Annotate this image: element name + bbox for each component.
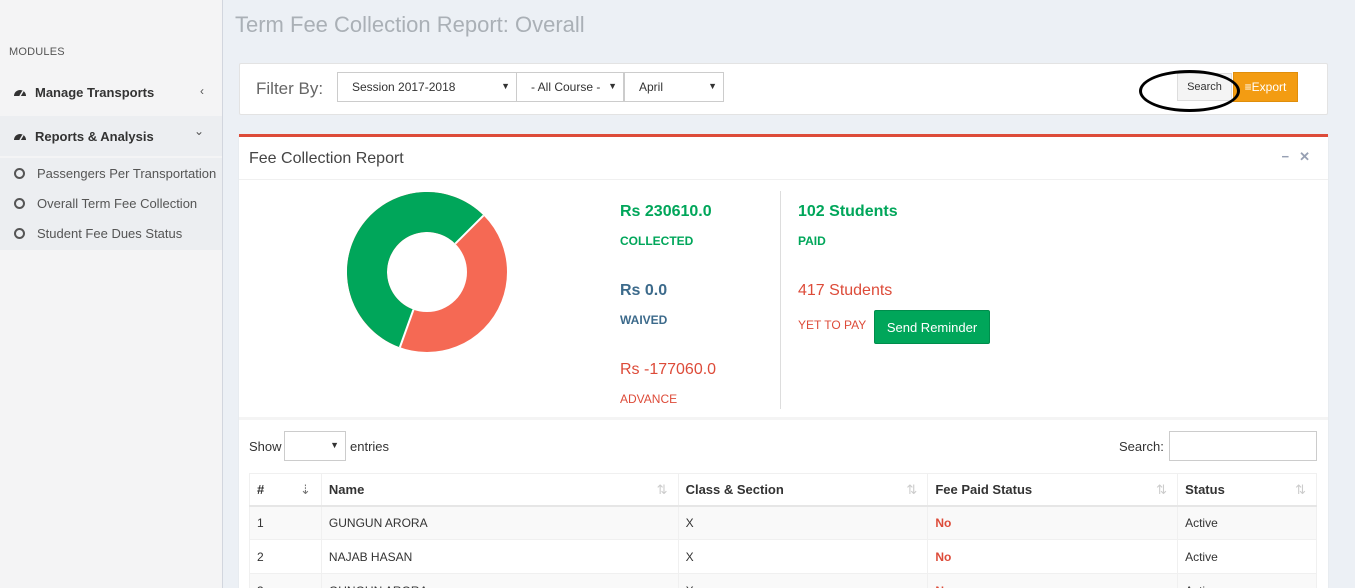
class-section: X: [677, 505, 929, 540]
send-reminder-button[interactable]: Send Reminder: [874, 310, 990, 344]
filter-box: Filter By: Session 2017-2018 ▼ - All Cou…: [239, 63, 1328, 115]
donut-separator: [454, 214, 485, 245]
divider: [239, 179, 1328, 180]
fee-collection-report: Fee Collection Report − ✕ Rs 230610.0 CO…: [239, 134, 1328, 588]
report-title: Fee Collection Report: [249, 150, 404, 167]
fee-paid-status: No: [927, 505, 1179, 540]
unpaid-students-value: 417 Students: [798, 282, 893, 299]
reports-submenu: Passengers Per Transportation Overall Te…: [0, 158, 222, 250]
vertical-divider: [780, 191, 781, 409]
caret-down-icon: ▼: [708, 81, 717, 91]
close-icon[interactable]: ✕: [1299, 149, 1310, 164]
sort-icon: ⇅: [656, 482, 668, 497]
fee-paid-status: No: [927, 539, 1179, 574]
circle-icon: [14, 197, 25, 209]
divider: [239, 417, 1328, 420]
sort-icon: ⇅: [906, 482, 918, 497]
minimize-icon[interactable]: −: [1281, 149, 1290, 164]
paid-students-value: 102 Students: [798, 203, 898, 220]
sort-icon: ⇅: [1156, 482, 1168, 497]
course-select[interactable]: - All Course - ▼: [516, 72, 624, 102]
submenu-item-passengers[interactable]: Passengers Per Transportation: [0, 158, 222, 188]
caret-down-icon: ▼: [608, 81, 617, 91]
advance-label: ADVANCE: [620, 392, 678, 406]
submenu-item-label: Overall Term Fee Collection: [37, 195, 198, 211]
students-table: # ⇣ Name ⇅ Class & Section ⇅ Fee Paid St…: [249, 473, 1317, 588]
circle-icon: [14, 167, 25, 179]
export-button[interactable]: ≡ Export: [1233, 72, 1298, 102]
waived-value: Rs 0.0: [620, 282, 668, 299]
table-row: 3 GUNGUN ARORA X No Active: [249, 573, 1317, 588]
show-label: Show: [249, 439, 282, 454]
course-select-value: - All Course -: [531, 80, 601, 94]
class-section: X: [677, 539, 929, 574]
submenu-item-label: Student Fee Dues Status: [37, 225, 183, 241]
search-label: Search:: [1119, 439, 1164, 454]
table-header-row: # ⇣ Name ⇅ Class & Section ⇅ Fee Paid St…: [249, 473, 1317, 507]
circle-icon: [14, 227, 25, 239]
collected-label: COLLECTED: [620, 234, 694, 248]
search-button[interactable]: Search: [1177, 73, 1232, 101]
dashboard-icon: [12, 86, 28, 98]
sidebar: MODULES Manage Transports ‹ Reports & An…: [0, 0, 223, 588]
sidebar-item-manage-transports[interactable]: Manage Transports ‹: [0, 72, 222, 112]
month-select-value: April: [639, 80, 664, 94]
box-tools: − ✕: [1282, 149, 1311, 165]
row-number: 1: [249, 505, 322, 540]
collected-value: Rs 230610.0: [620, 203, 712, 220]
sidebar-item-reports-analysis[interactable]: Reports & Analysis ⌄: [0, 116, 222, 156]
student-status: Active: [1177, 505, 1317, 540]
session-select-value: Session 2017-2018: [352, 80, 456, 94]
submenu-item-label: Passengers Per Transportation: [37, 165, 217, 181]
class-section: X: [677, 573, 929, 588]
column-header-number[interactable]: # ⇣: [249, 473, 322, 507]
sidebar-item-label: Manage Transports: [35, 84, 155, 100]
filter-label: Filter By:: [256, 79, 324, 98]
sidebar-item-label: Reports & Analysis: [35, 128, 154, 144]
paid-label: PAID: [798, 234, 826, 248]
table-row: 1 GUNGUN ARORA X No Active: [249, 505, 1317, 540]
column-header-name[interactable]: Name ⇅: [320, 473, 679, 507]
waived-label: WAIVED: [620, 313, 668, 327]
list-icon: ≡: [1244, 80, 1252, 94]
fee-paid-status: No: [927, 573, 1179, 588]
page-title: Term Fee Collection Report: Overall: [235, 12, 585, 37]
chevron-down-icon: ⌄: [193, 124, 204, 138]
table-search-input[interactable]: [1169, 431, 1317, 461]
submenu-item-fee-dues[interactable]: Student Fee Dues Status: [0, 218, 222, 248]
donut-separator: [398, 309, 415, 348]
caret-down-icon: ▼: [330, 440, 339, 450]
month-select[interactable]: April ▼: [624, 72, 724, 102]
row-number: 3: [249, 573, 322, 588]
student-name: GUNGUN ARORA: [320, 505, 679, 540]
student-name: NAJAB HASAN: [320, 539, 679, 574]
column-header-class[interactable]: Class & Section ⇅: [677, 473, 929, 507]
student-status: Active: [1177, 539, 1317, 574]
dashboard-icon: [12, 130, 28, 142]
advance-value: Rs -177060.0: [620, 361, 717, 378]
column-header-fee-paid[interactable]: Fee Paid Status ⇅: [927, 473, 1179, 507]
sidebar-header: MODULES: [9, 46, 65, 58]
entries-label: entries: [350, 439, 390, 454]
entries-select[interactable]: ▼: [284, 431, 346, 461]
column-header-status[interactable]: Status ⇅: [1177, 473, 1317, 507]
fee-donut-chart: [347, 192, 507, 352]
row-number: 2: [249, 539, 322, 574]
student-name: GUNGUN ARORA: [320, 573, 679, 588]
table-row: 2 NAJAB HASAN X No Active: [249, 539, 1317, 574]
submenu-item-overall-term-fee[interactable]: Overall Term Fee Collection: [0, 188, 222, 218]
caret-down-icon: ▼: [501, 81, 510, 91]
chevron-left-icon: ‹: [200, 84, 204, 98]
sort-asc-icon: ⇣: [300, 482, 311, 497]
sort-icon: ⇅: [1295, 482, 1306, 497]
export-button-label: Export: [1251, 80, 1287, 94]
student-status: Active: [1177, 573, 1317, 588]
session-select[interactable]: Session 2017-2018 ▼: [337, 72, 517, 102]
yet-to-pay-label: YET TO PAY: [798, 318, 867, 332]
